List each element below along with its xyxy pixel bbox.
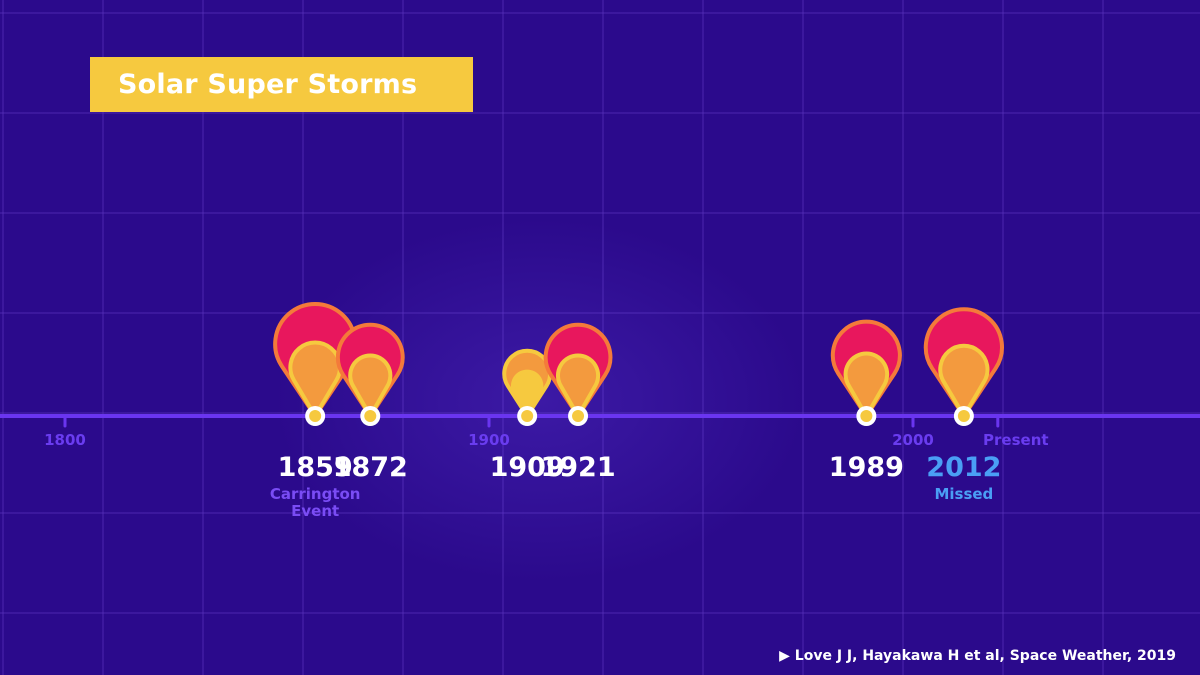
axis-tick-label: 1900 — [468, 431, 510, 449]
storm-flare-1989 — [830, 319, 902, 426]
citation-text: Love J J, Hayakawa H et al, Space Weathe… — [794, 648, 1176, 664]
storm-flare-1921 — [543, 322, 613, 426]
title-banner: Solar Super Storms — [90, 57, 473, 112]
storm-year-label: 1989 — [828, 452, 904, 483]
storm-year-label: 1921 — [540, 452, 616, 483]
axis-tick-label: Present — [983, 431, 1049, 449]
storm-year-label: 1872 — [332, 452, 408, 483]
storm-year-label: 1909 — [489, 452, 565, 483]
citation: ▶ Love J J, Hayakawa H et al, Space Weat… — [779, 648, 1176, 664]
axis-tick-label: 1800 — [44, 431, 86, 449]
storm-flare-2012 — [923, 307, 1004, 426]
storm-flare-1872 — [335, 322, 405, 426]
storm-note-label: Carrington Event — [269, 485, 361, 520]
play-triangle-icon: ▶ — [779, 648, 790, 664]
page-title: Solar Super Storms — [118, 69, 418, 100]
storm-year-label: 2012 — [926, 452, 1002, 483]
axis-tick-label: 2000 — [892, 431, 934, 449]
storm-note-label: Missed — [934, 485, 994, 503]
storm-year-label: 1859 — [277, 452, 353, 483]
